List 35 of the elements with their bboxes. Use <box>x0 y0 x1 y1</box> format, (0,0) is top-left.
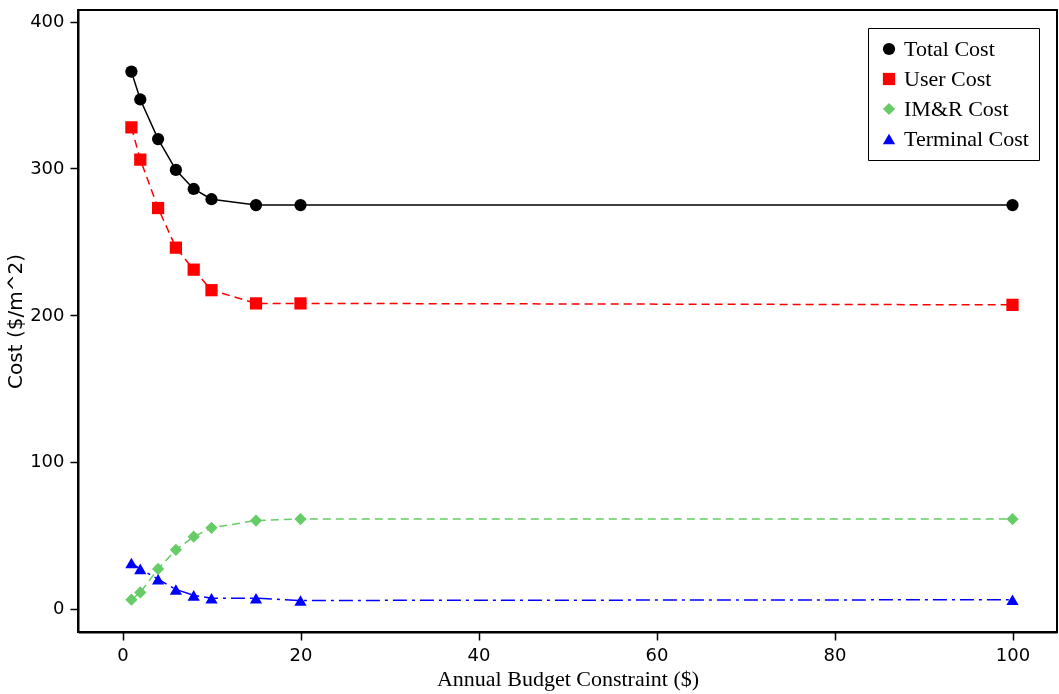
x-tick-label: 0 <box>117 643 129 665</box>
legend-label: User Cost <box>904 66 992 91</box>
point <box>205 284 218 297</box>
y-tick-label: 100 <box>30 450 65 472</box>
point <box>249 297 263 310</box>
point <box>1006 512 1019 526</box>
y-tick-label: 0 <box>53 597 65 619</box>
x-tick-label: 100 <box>995 643 1031 665</box>
point <box>151 562 165 576</box>
legend-label: Terminal Cost <box>904 126 1029 151</box>
point <box>134 586 147 599</box>
x-tick-label: 80 <box>823 643 847 665</box>
x-tick-label: 20 <box>289 643 313 665</box>
point <box>125 593 138 606</box>
point <box>125 121 138 134</box>
point <box>169 543 183 556</box>
x-axis-title: Annual Budget Constraint ($) <box>436 665 700 691</box>
point <box>249 592 263 604</box>
x-tick-label: 40 <box>467 643 491 665</box>
x-tick-label: 60 <box>645 643 669 665</box>
y-tick-label: 200 <box>30 303 65 325</box>
y-tick-label: 400 <box>30 10 65 32</box>
point <box>294 595 307 606</box>
point <box>187 530 200 543</box>
point <box>125 65 138 78</box>
point <box>187 590 200 601</box>
y-tick-label: 300 <box>30 156 65 178</box>
y-axis-title: Cost ($/m^2) <box>3 254 28 389</box>
point <box>1006 298 1019 311</box>
legend-label: Total Cost <box>904 36 995 61</box>
point <box>1006 594 1019 606</box>
point <box>205 592 218 604</box>
point <box>294 297 307 310</box>
point <box>169 584 183 595</box>
legend-label: IM&R Cost <box>904 96 1009 121</box>
